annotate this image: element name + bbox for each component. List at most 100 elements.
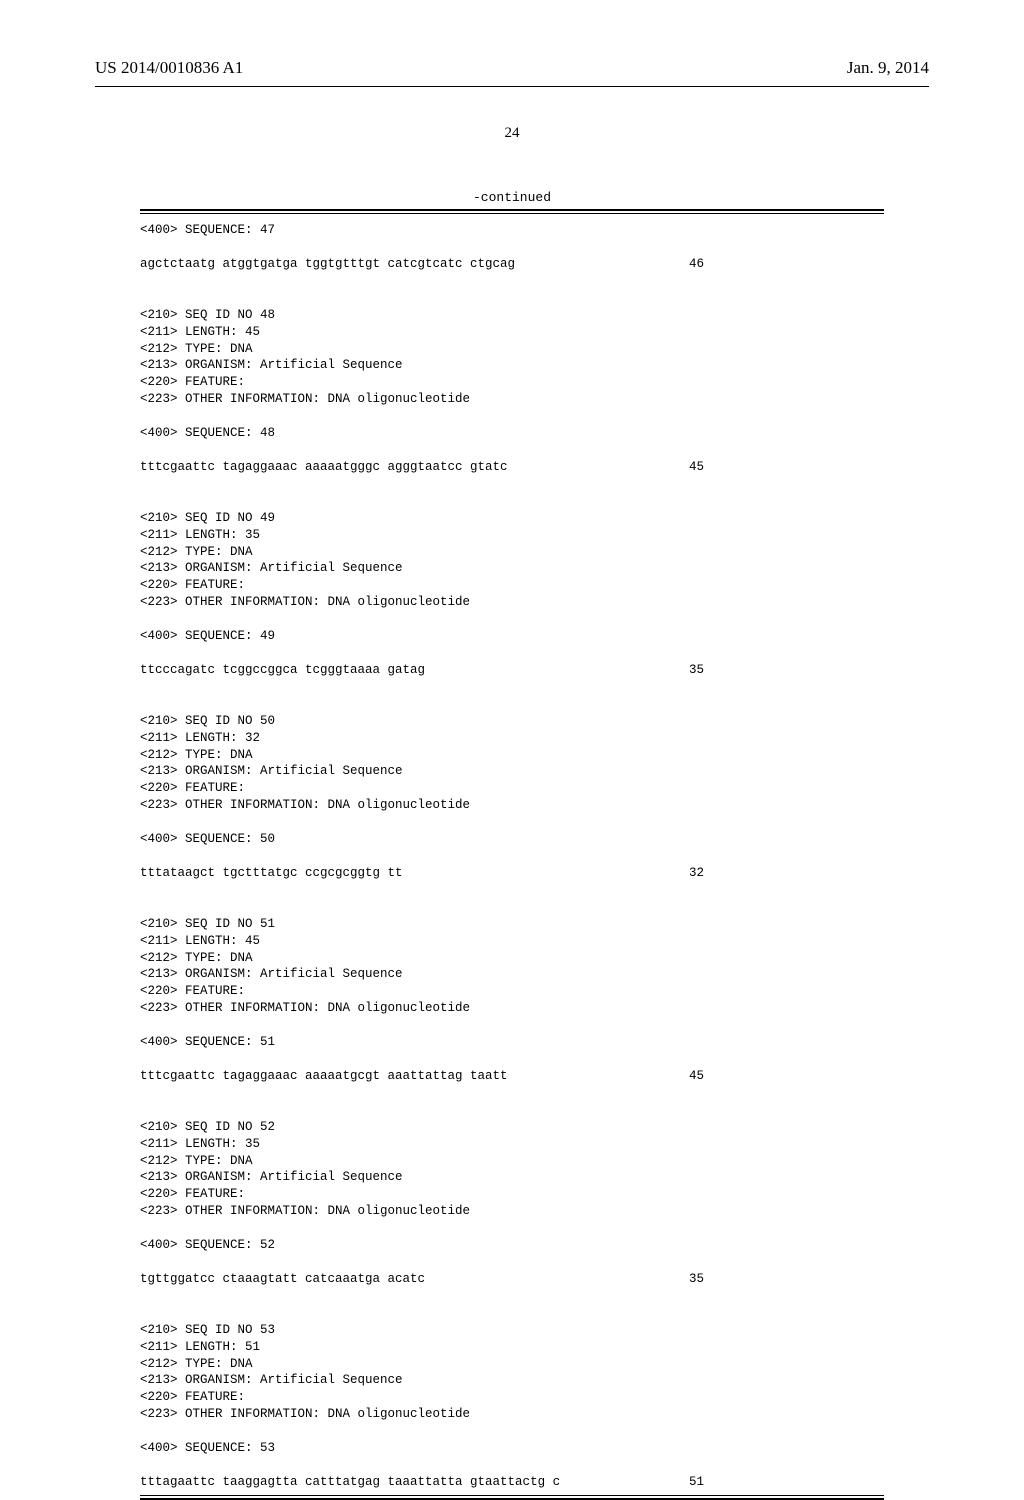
meta-line: <400> SEQUENCE: 52 — [140, 1237, 884, 1254]
blank-line — [140, 899, 884, 916]
sequence-text: tttagaattc taaggagtta catttatgag taaatta… — [140, 1474, 560, 1491]
listing-rule-top-thick — [140, 209, 884, 211]
meta-line: <210> SEQ ID NO 48 — [140, 307, 884, 324]
meta-line: <400> SEQUENCE: 47 — [140, 222, 884, 239]
blank-line — [140, 1254, 884, 1271]
blank-line — [140, 442, 884, 459]
meta-line: <211> LENGTH: 32 — [140, 730, 884, 747]
header-rule — [95, 86, 929, 87]
blank-line — [140, 645, 884, 662]
meta-line: <400> SEQUENCE: 48 — [140, 425, 884, 442]
meta-line: <213> ORGANISM: Artificial Sequence — [140, 966, 884, 983]
sequence-row: tttataagct tgctttatgc ccgcgcggtg tt 32 — [140, 865, 884, 882]
blank-line — [140, 1305, 884, 1322]
listing-rule-bottom-thin — [140, 1495, 884, 1496]
meta-line: <213> ORGANISM: Artificial Sequence — [140, 560, 884, 577]
meta-line: <400> SEQUENCE: 49 — [140, 628, 884, 645]
sequence-text: tttcgaattc tagaggaaac aaaaatgggc agggtaa… — [140, 459, 508, 476]
sequence-text: tttataagct tgctttatgc ccgcgcggtg tt — [140, 865, 403, 882]
sequence-length: 45 — [689, 459, 704, 476]
meta-line: <223> OTHER INFORMATION: DNA oligonucleo… — [140, 391, 884, 408]
meta-line: <223> OTHER INFORMATION: DNA oligonucleo… — [140, 797, 884, 814]
publication-date: Jan. 9, 2014 — [847, 58, 929, 78]
blank-line — [140, 1051, 884, 1068]
meta-line: <211> LENGTH: 45 — [140, 324, 884, 341]
listing-rule-top-thin — [140, 213, 884, 214]
blank-line — [140, 273, 884, 290]
meta-line: <210> SEQ ID NO 51 — [140, 916, 884, 933]
meta-line: <213> ORGANISM: Artificial Sequence — [140, 1372, 884, 1389]
blank-line — [140, 814, 884, 831]
meta-line: <212> TYPE: DNA — [140, 747, 884, 764]
meta-line: <220> FEATURE: — [140, 983, 884, 1000]
blank-line — [140, 1220, 884, 1237]
meta-line: <211> LENGTH: 51 — [140, 1339, 884, 1356]
sequence-row: tttagaattc taaggagtta catttatgag taaatta… — [140, 1474, 884, 1491]
blank-line — [140, 476, 884, 493]
meta-line: <211> LENGTH: 35 — [140, 1136, 884, 1153]
meta-line: <210> SEQ ID NO 53 — [140, 1322, 884, 1339]
meta-line: <213> ORGANISM: Artificial Sequence — [140, 763, 884, 780]
blank-line — [140, 696, 884, 713]
blank-line — [140, 1085, 884, 1102]
publication-number: US 2014/0010836 A1 — [95, 58, 243, 78]
meta-line: <212> TYPE: DNA — [140, 950, 884, 967]
blank-line — [140, 679, 884, 696]
meta-line: <212> TYPE: DNA — [140, 1153, 884, 1170]
sequence-text: agctctaatg atggtgatga tggtgtttgt catcgtc… — [140, 256, 515, 273]
meta-line: <211> LENGTH: 45 — [140, 933, 884, 950]
meta-line: <220> FEATURE: — [140, 780, 884, 797]
meta-line: <223> OTHER INFORMATION: DNA oligonucleo… — [140, 1406, 884, 1423]
sequence-row: ttcccagatc tcggccggca tcgggtaaaa gatag 35 — [140, 662, 884, 679]
sequence-length: 45 — [689, 1068, 704, 1085]
meta-line: <210> SEQ ID NO 49 — [140, 510, 884, 527]
sequence-text: tttcgaattc tagaggaaac aaaaatgcgt aaattat… — [140, 1068, 508, 1085]
meta-line: <220> FEATURE: — [140, 1186, 884, 1203]
sequence-text: tgttggatcc ctaaagtatt catcaaatga acatc — [140, 1271, 425, 1288]
blank-line — [140, 1288, 884, 1305]
listing-rule-bottom-thick — [140, 1498, 884, 1500]
blank-line — [140, 1102, 884, 1119]
meta-line: <220> FEATURE: — [140, 374, 884, 391]
sequence-row: tttcgaattc tagaggaaac aaaaatgggc agggtaa… — [140, 459, 884, 476]
sequence-length: 35 — [689, 1271, 704, 1288]
meta-line: <220> FEATURE: — [140, 577, 884, 594]
blank-line — [140, 408, 884, 425]
meta-line: <212> TYPE: DNA — [140, 1356, 884, 1373]
sequence-text: ttcccagatc tcggccggca tcgggtaaaa gatag — [140, 662, 425, 679]
meta-line: <400> SEQUENCE: 51 — [140, 1034, 884, 1051]
blank-line — [140, 290, 884, 307]
sequence-length: 51 — [689, 1474, 704, 1491]
page-header: US 2014/0010836 A1 Jan. 9, 2014 — [0, 0, 1024, 86]
blank-line — [140, 882, 884, 899]
meta-line: <210> SEQ ID NO 50 — [140, 713, 884, 730]
blank-line — [140, 1423, 884, 1440]
meta-line: <210> SEQ ID NO 52 — [140, 1119, 884, 1136]
meta-line: <213> ORGANISM: Artificial Sequence — [140, 1169, 884, 1186]
blank-line — [140, 848, 884, 865]
blank-line — [140, 1017, 884, 1034]
blank-line — [140, 493, 884, 510]
continued-label: -continued — [0, 190, 1024, 205]
meta-line: <223> OTHER INFORMATION: DNA oligonucleo… — [140, 1000, 884, 1017]
meta-line: <400> SEQUENCE: 53 — [140, 1440, 884, 1457]
meta-line: <213> ORGANISM: Artificial Sequence — [140, 357, 884, 374]
sequence-length: 35 — [689, 662, 704, 679]
meta-line: <223> OTHER INFORMATION: DNA oligonucleo… — [140, 1203, 884, 1220]
blank-line — [140, 1457, 884, 1474]
page-number: 24 — [0, 125, 1024, 142]
blank-line — [140, 239, 884, 256]
meta-line: <220> FEATURE: — [140, 1389, 884, 1406]
sequence-row: agctctaatg atggtgatga tggtgtttgt catcgtc… — [140, 256, 884, 273]
sequence-listing: <400> SEQUENCE: 47 agctctaatg atggtgatga … — [140, 222, 884, 1491]
sequence-length: 32 — [689, 865, 704, 882]
sequence-row: tgttggatcc ctaaagtatt catcaaatga acatc 35 — [140, 1271, 884, 1288]
meta-line: <400> SEQUENCE: 50 — [140, 831, 884, 848]
blank-line — [140, 611, 884, 628]
meta-line: <212> TYPE: DNA — [140, 544, 884, 561]
sequence-length: 46 — [689, 256, 704, 273]
meta-line: <212> TYPE: DNA — [140, 341, 884, 358]
sequence-row: tttcgaattc tagaggaaac aaaaatgcgt aaattat… — [140, 1068, 884, 1085]
meta-line: <211> LENGTH: 35 — [140, 527, 884, 544]
meta-line: <223> OTHER INFORMATION: DNA oligonucleo… — [140, 594, 884, 611]
